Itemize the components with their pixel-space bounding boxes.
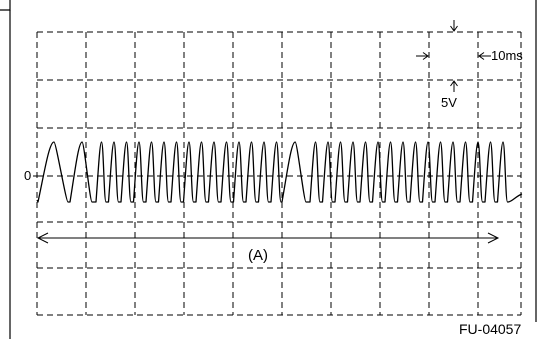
volts-per-division-label: 5V <box>441 95 457 110</box>
signal-waveform <box>36 141 523 203</box>
span-arrow-right-head-icon <box>487 232 500 244</box>
span-arrow <box>36 232 500 244</box>
span-arrow-left-head-icon <box>36 232 49 244</box>
figure-id: FU-04057 <box>459 321 521 337</box>
top-left-frame-corner <box>0 0 11 11</box>
time-per-division-label: 10ms <box>491 48 523 63</box>
span-label-backing <box>245 245 279 263</box>
span-label: (A) <box>248 247 268 264</box>
zero-level-label: 0 <box>24 168 31 183</box>
scale-indicator <box>416 20 491 92</box>
